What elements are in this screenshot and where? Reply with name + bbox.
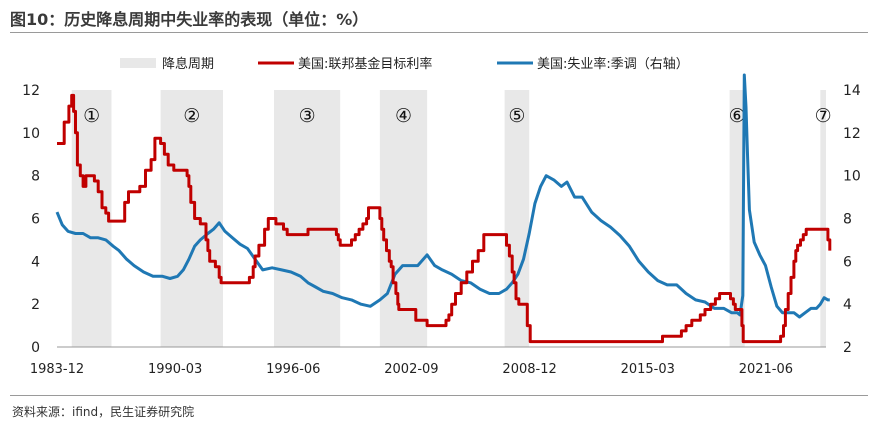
cut-cycle-band (160, 90, 223, 347)
left-y-tick-label: 12 (22, 83, 40, 99)
right-y-tick-label: 12 (843, 126, 861, 142)
left-y-tick-label: 2 (31, 297, 40, 313)
x-tick-label: 2021-06 (739, 362, 793, 377)
cut-cycle-band (71, 90, 112, 347)
cut-cycle-label: ② (183, 105, 200, 127)
right-y-tick-label: 4 (843, 297, 852, 313)
x-tick-label: 1990-03 (148, 362, 202, 377)
x-tick-label: 2015-03 (621, 362, 675, 377)
right-y-tick-label: 6 (843, 254, 852, 270)
left-y-tick-label: 6 (31, 212, 40, 228)
cut-cycle-bands (71, 90, 826, 347)
cut-cycle-label: ④ (395, 105, 412, 127)
cut-cycle-label: ③ (299, 105, 316, 127)
left-y-tick-label: 4 (31, 254, 40, 270)
x-tick-label: 1996-06 (266, 362, 320, 377)
right-y-tick-label: 8 (843, 212, 852, 228)
right-y-tick-label: 2 (843, 340, 852, 356)
cut-cycle-label: ① (83, 105, 100, 127)
cut-cycle-label: ⑥ (729, 105, 746, 127)
title-rule (10, 32, 868, 33)
figure-title: 图10：历史降息周期中失业率的表现（单位：%） (10, 10, 369, 29)
series-line-unemployment (55, 73, 830, 319)
legend-label-band: 降息周期 (162, 56, 214, 72)
legend-label-unemployment: 美国:失业率:季调（右轴） (537, 56, 689, 72)
legend-swatch-band (120, 58, 156, 68)
left-y-tick-label: 10 (22, 126, 40, 142)
cut-cycle-band (379, 90, 428, 347)
left-y-tick-label: 0 (31, 340, 40, 356)
cut-cycle-band (820, 90, 826, 347)
x-tick-label: 1983-12 (30, 362, 84, 377)
right-y-tick-label: 14 (843, 83, 861, 99)
legend: 降息周期 美国:联邦基金目标利率 美国:失业率:季调（右轴） (120, 56, 689, 72)
series-line-fed-rate (57, 93, 832, 344)
cut-cycle-labels: ① ② ③ ④ ⑤ ⑥ ⑦ (83, 105, 832, 127)
x-axis: 1983-12 1990-03 1996-06 2002-09 2008-12 2015-… (30, 362, 793, 377)
right-y-axis: 2 4 6 8 10 12 14 (843, 83, 861, 356)
left-y-axis: 0 2 4 6 8 10 12 (22, 83, 40, 356)
cut-cycle-label: ⑦ (815, 105, 832, 127)
cut-cycle-band (504, 90, 530, 347)
legend-label-fed-rate: 美国:联邦基金目标利率 (298, 56, 432, 72)
cut-cycle-band (274, 90, 341, 347)
source-note: 资料来源：ifind，民生证券研究院 (12, 405, 195, 419)
x-tick-label: 2008-12 (502, 362, 556, 377)
right-y-tick-label: 10 (843, 169, 861, 185)
cut-cycle-band (729, 90, 745, 347)
left-y-tick-label: 8 (31, 169, 40, 185)
x-tick-label: 2002-09 (384, 362, 438, 377)
source-rule (10, 395, 868, 396)
cut-cycle-label: ⑤ (508, 105, 525, 127)
